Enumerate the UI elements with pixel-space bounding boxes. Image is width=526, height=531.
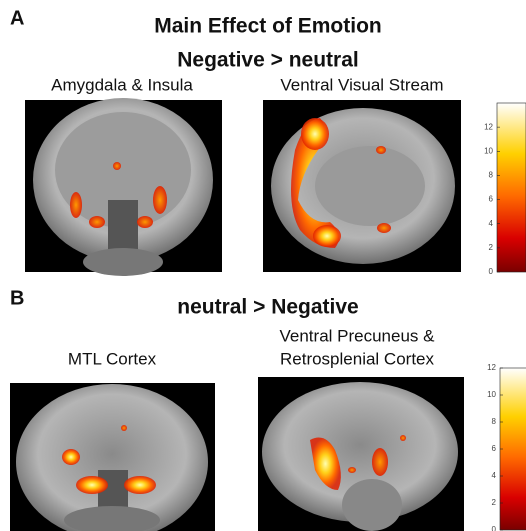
panel-title: Main Effect of Emotion	[154, 15, 382, 38]
figure: A Main Effect of Emotion Negative > neut…	[0, 0, 526, 531]
colorbar-tick-label: 2	[489, 243, 494, 252]
colorbar-tick-label: 10	[484, 146, 493, 155]
panel-subtitle: Negative > neutral	[177, 49, 358, 72]
panel-label: B	[10, 287, 24, 309]
colorbar-tick-label: 8	[492, 417, 497, 426]
colorbar-tick-label: 6	[489, 195, 494, 204]
colorbar-tick-label: 12	[484, 122, 493, 131]
brain-image	[25, 98, 222, 276]
brain-image	[10, 383, 215, 531]
image-caption: MTL Cortex	[68, 349, 157, 368]
image-caption: Retrosplenial Cortex	[280, 349, 435, 368]
brain-image	[258, 377, 464, 531]
colorbar-tick-label: 6	[492, 444, 497, 453]
colorbar-tick-label: 4	[489, 219, 494, 228]
colorbar-tick-label: 0	[492, 525, 497, 531]
image-caption: Ventral Precuneus &	[280, 326, 436, 345]
image-caption: Ventral Visual Stream	[280, 75, 443, 94]
colorbar	[500, 368, 526, 530]
image-caption: Amygdala & Insula	[51, 75, 193, 94]
colorbar-tick-label: 4	[492, 471, 497, 480]
brain-image	[263, 100, 461, 272]
colorbar-tick-label: 10	[487, 390, 496, 399]
colorbar	[497, 103, 526, 272]
colorbar-tick-label: 2	[492, 498, 497, 507]
panel-title: neutral > Negative	[177, 296, 358, 319]
colorbar-tick-label: 12	[487, 363, 496, 372]
colorbar-tick-label: 8	[489, 171, 494, 180]
panel-label: A	[10, 7, 24, 29]
colorbar-tick-label: 0	[489, 267, 494, 276]
